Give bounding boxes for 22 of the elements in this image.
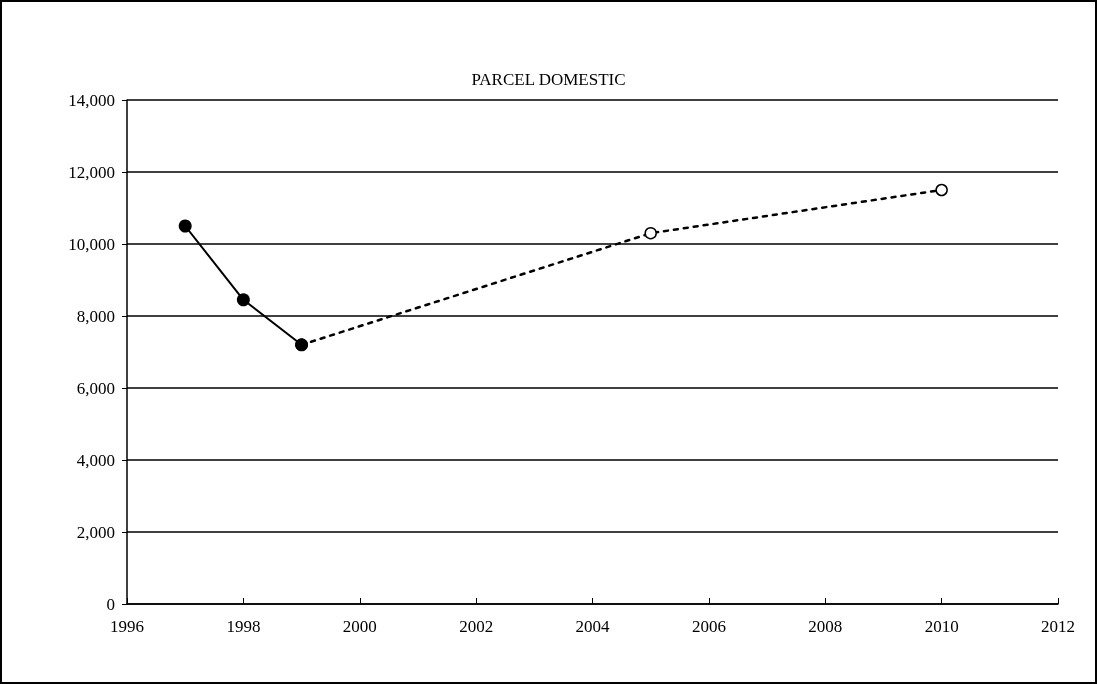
x-tick-label: 2010 <box>924 617 959 636</box>
point <box>236 293 250 307</box>
point <box>935 183 948 197</box>
x-tick-label: 2000 <box>342 617 377 636</box>
x-tick-label: 2008 <box>808 617 843 636</box>
y-tick-label: 0 <box>106 594 115 614</box>
y-tick-label: 10,000 <box>68 234 115 254</box>
x-tick-label: 1996 <box>110 617 144 636</box>
y-tick-label: 4,000 <box>76 450 115 470</box>
y-tick-label: 14,000 <box>68 90 115 110</box>
y-tick-label: 12,000 <box>68 162 115 182</box>
y-tick-label: 6,000 <box>76 378 115 398</box>
x-tick-label: 1998 <box>226 617 261 636</box>
x-tick-label: 2012 <box>1041 617 1075 636</box>
x-tick-label: 2002 <box>459 617 494 636</box>
point <box>644 226 657 240</box>
y-tick-label: 8,000 <box>76 306 115 326</box>
y-tick-label: 2,000 <box>76 522 115 542</box>
x-tick-label: 2006 <box>691 617 726 636</box>
x-tick-label: 2004 <box>575 617 610 636</box>
point <box>178 219 192 233</box>
chart-title: PARCEL DOMESTIC <box>471 70 626 89</box>
